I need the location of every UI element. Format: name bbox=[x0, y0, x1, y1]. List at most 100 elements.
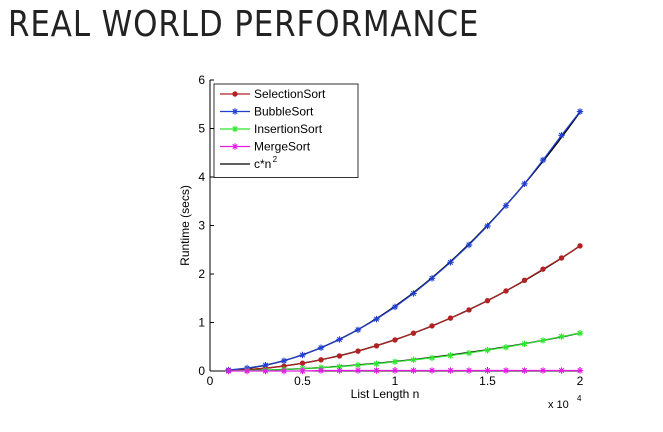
data-point bbox=[232, 91, 238, 97]
x-tick-label: 0 bbox=[207, 374, 214, 388]
x-tick-label: 1 bbox=[392, 374, 399, 388]
data-point bbox=[317, 367, 325, 374]
slide-title: REAL WORLD PERFORMANCE bbox=[8, 4, 480, 45]
data-point bbox=[428, 354, 436, 362]
series-line bbox=[228, 245, 581, 372]
data-point bbox=[558, 255, 565, 261]
legend-label: SelectionSort bbox=[254, 87, 326, 101]
data-point bbox=[576, 367, 584, 374]
data-point bbox=[447, 259, 454, 266]
data-point bbox=[299, 360, 306, 366]
y-tick-label: 3 bbox=[198, 219, 205, 233]
x-multiplier-exponent: 4 bbox=[577, 394, 582, 403]
data-point bbox=[484, 297, 491, 304]
data-point bbox=[318, 357, 324, 363]
data-point bbox=[373, 315, 380, 323]
data-point bbox=[521, 277, 528, 284]
x-tick-label: 0.5 bbox=[294, 374, 311, 388]
x-tick-label: 2 bbox=[577, 374, 584, 388]
data-point bbox=[410, 367, 417, 374]
x-tick-label: 1.5 bbox=[479, 374, 496, 388]
data-point bbox=[558, 333, 565, 340]
data-point bbox=[280, 357, 288, 365]
y-tick-label: 2 bbox=[198, 267, 205, 281]
data-point bbox=[354, 367, 362, 374]
data-point bbox=[521, 367, 528, 374]
data-point bbox=[231, 108, 239, 115]
x-axis-label: List Length n bbox=[351, 387, 420, 401]
data-point bbox=[299, 351, 306, 359]
legend-label: InsertionSort bbox=[254, 122, 323, 136]
data-point bbox=[280, 367, 288, 375]
data-point bbox=[503, 288, 509, 294]
data-point bbox=[447, 352, 454, 359]
y-axis-label: Runtime (secs) bbox=[178, 185, 192, 266]
data-point bbox=[391, 303, 399, 311]
data-point bbox=[429, 323, 435, 329]
legend-box bbox=[213, 83, 359, 178]
data-point bbox=[466, 307, 472, 313]
data-point bbox=[231, 125, 239, 133]
data-point bbox=[447, 367, 454, 374]
data-point bbox=[521, 340, 528, 348]
data-point bbox=[484, 367, 491, 374]
data-point bbox=[558, 132, 565, 139]
legend: SelectionSort BubbleSort InsertionSort Merg… bbox=[213, 83, 359, 178]
data-point bbox=[354, 326, 362, 333]
data-point bbox=[428, 275, 436, 282]
data-point bbox=[391, 367, 399, 374]
data-point bbox=[576, 329, 584, 337]
data-point bbox=[410, 290, 417, 297]
legend-label: c*n bbox=[254, 157, 271, 171]
data-point bbox=[465, 349, 473, 357]
data-point bbox=[243, 367, 251, 375]
data-point bbox=[428, 367, 436, 374]
data-point bbox=[355, 348, 361, 354]
series-line bbox=[228, 111, 581, 371]
data-point bbox=[502, 344, 510, 351]
data-point bbox=[539, 337, 547, 344]
data-point bbox=[577, 243, 583, 249]
data-point bbox=[336, 353, 343, 359]
data-point bbox=[373, 367, 380, 374]
data-point bbox=[410, 356, 417, 364]
data-point bbox=[391, 358, 399, 365]
data-point bbox=[558, 367, 565, 374]
data-point bbox=[484, 346, 491, 354]
data-point bbox=[225, 367, 232, 375]
data-point bbox=[576, 108, 584, 115]
y-tick-label: 1 bbox=[198, 316, 205, 330]
data-point bbox=[336, 336, 343, 343]
data-point bbox=[317, 344, 325, 351]
data-point bbox=[231, 143, 239, 150]
data-point bbox=[465, 241, 473, 249]
y-tick-label: 5 bbox=[198, 122, 205, 136]
data-point bbox=[410, 330, 417, 336]
data-point bbox=[539, 156, 547, 164]
data-point bbox=[354, 361, 362, 369]
data-point bbox=[502, 367, 510, 374]
data-point bbox=[373, 360, 380, 367]
data-point bbox=[539, 367, 547, 374]
data-point bbox=[465, 367, 473, 374]
data-point bbox=[336, 367, 343, 374]
y-tick-label: 0 bbox=[198, 364, 205, 378]
data-point bbox=[392, 337, 398, 343]
y-tick-label: 4 bbox=[198, 170, 205, 184]
data-point bbox=[521, 180, 528, 187]
legend-label: MergeSort bbox=[254, 140, 311, 154]
data-point bbox=[484, 222, 491, 230]
data-point bbox=[447, 315, 454, 321]
data-point bbox=[373, 343, 380, 349]
series-lines bbox=[225, 108, 584, 375]
legend-label-superscript: 2 bbox=[273, 155, 278, 164]
data-point bbox=[336, 363, 343, 370]
data-point bbox=[540, 266, 546, 272]
data-point bbox=[299, 367, 306, 375]
data-point bbox=[262, 367, 269, 375]
x-multiplier-label: x 10 bbox=[548, 399, 569, 411]
data-point bbox=[502, 202, 510, 209]
data-point bbox=[262, 361, 269, 369]
y-tick-label: 6 bbox=[198, 73, 205, 87]
